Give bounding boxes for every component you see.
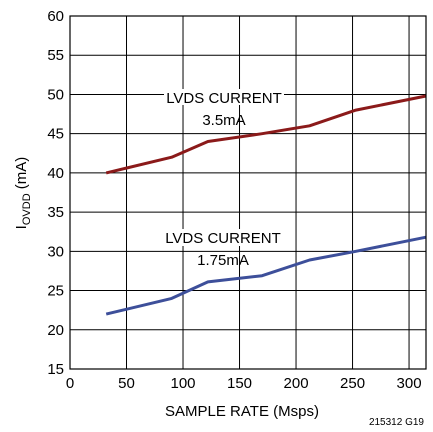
annotation-1p75ma: LVDS CURRENT 1.75mA [162, 229, 284, 269]
x-tick-label: 100 [171, 375, 196, 392]
x-tick-label: 0 [66, 375, 74, 392]
x-tick-label: 50 [118, 375, 135, 392]
series-line-2 [105, 235, 427, 316]
y-tick-label: 30 [47, 243, 64, 260]
y-axis-title-sub: OVDD [21, 193, 33, 225]
annotation-3p5ma-line1: LVDS CURRENT [166, 90, 282, 107]
y-tick-label: 55 [47, 47, 64, 64]
x-axis-title: SAMPLE RATE (Msps) [165, 403, 319, 420]
figure-id: 215312 G19 [369, 417, 424, 428]
y-tick-label: 20 [47, 322, 64, 339]
y-tick-label: 45 [47, 126, 64, 143]
annotation-1p75ma-line1: LVDS CURRENT [165, 230, 281, 247]
y-tick-label: 50 [47, 86, 64, 103]
y-axis-ticks: 15 20 25 30 35 40 45 50 55 60 [47, 8, 64, 378]
y-tick-label: 60 [47, 8, 64, 25]
x-tick-label: 300 [397, 375, 422, 392]
x-tick-label: 150 [227, 375, 252, 392]
plot-frame [69, 15, 427, 370]
series-line-1 [105, 94, 427, 175]
annotation-1p75ma-line2: 1.75mA [197, 252, 249, 269]
annotation-3p5ma: LVDS CURRENT 3.5mA [164, 89, 284, 129]
x-tick-label: 200 [284, 375, 309, 392]
annotation-3p5ma-line2: 3.5mA [202, 112, 245, 129]
x-tick-label: 250 [340, 375, 365, 392]
y-axis-title: IOVDD (mA) [13, 157, 33, 230]
y-axis-title-main: I [13, 225, 30, 229]
y-axis-title-unit: (mA) [13, 157, 30, 194]
y-tick-label: 35 [47, 204, 64, 221]
grid [69, 15, 426, 370]
x-axis-ticks: 0 50 100 150 200 250 300 [66, 375, 422, 392]
series-group [105, 94, 427, 316]
y-tick-label: 40 [47, 165, 64, 182]
y-tick-label: 25 [47, 283, 64, 300]
y-tick-label: 15 [47, 361, 64, 378]
